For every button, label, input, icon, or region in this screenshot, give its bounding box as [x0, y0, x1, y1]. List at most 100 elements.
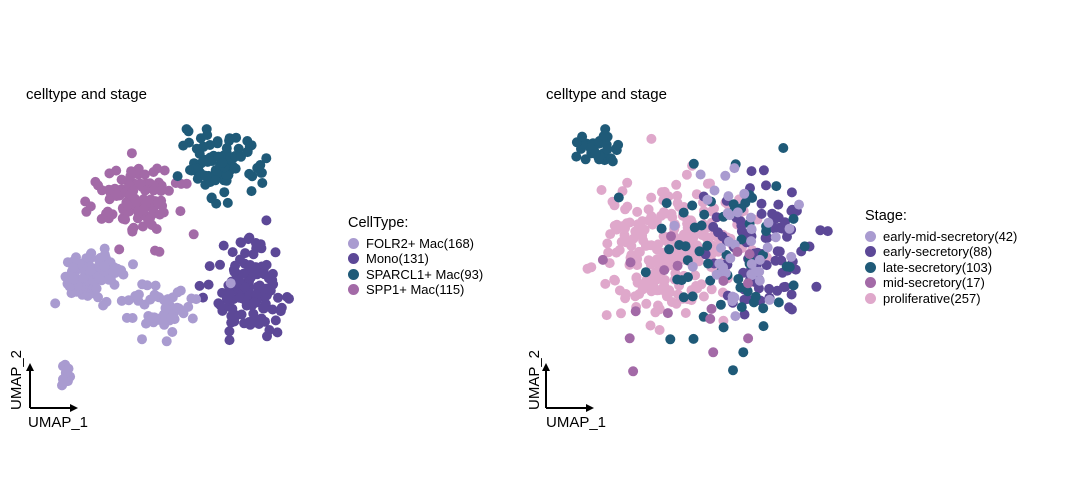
- legend-title: Stage:: [865, 208, 907, 224]
- data-point: [729, 163, 740, 174]
- data-point: [815, 225, 826, 236]
- data-point: [786, 289, 797, 300]
- data-point: [111, 165, 122, 176]
- data-point: [120, 214, 131, 225]
- data-point: [222, 293, 233, 304]
- data-point: [758, 321, 769, 332]
- data-point: [90, 176, 101, 187]
- legend-swatch: [348, 284, 359, 296]
- data-point: [773, 297, 784, 308]
- data-point: [156, 186, 166, 196]
- data-point: [669, 220, 680, 231]
- data-point: [672, 260, 683, 271]
- legend-item: Mono(131): [348, 251, 483, 267]
- data-point: [754, 254, 765, 265]
- data-point: [764, 294, 775, 305]
- data-point: [261, 259, 272, 270]
- data-point: [716, 243, 726, 253]
- data-point: [822, 226, 833, 237]
- legend-item: SPP1+ Mac(115): [348, 282, 483, 298]
- data-point: [656, 223, 667, 234]
- data-point: [772, 246, 783, 257]
- data-point: [747, 192, 758, 203]
- data-point: [154, 246, 165, 257]
- data-point: [733, 274, 744, 284]
- legend-item: FOLR2+ Mac(168): [348, 236, 483, 252]
- data-point: [706, 284, 717, 295]
- data-point: [198, 141, 209, 152]
- data-point: [103, 274, 114, 285]
- data-point: [607, 156, 618, 167]
- data-point: [50, 298, 61, 309]
- data-point: [773, 199, 784, 210]
- data-point: [761, 260, 772, 271]
- data-point: [235, 237, 246, 248]
- data-point: [780, 281, 791, 292]
- data-point: [198, 156, 209, 167]
- data-point: [702, 240, 713, 251]
- points-group: [571, 124, 833, 377]
- data-point: [152, 197, 163, 208]
- data-point: [683, 272, 693, 283]
- data-point: [243, 234, 254, 245]
- legend-item: proliferative(257): [865, 291, 1017, 307]
- data-point: [763, 217, 774, 228]
- data-point: [215, 300, 226, 311]
- data-point: [227, 247, 238, 258]
- data-point: [202, 130, 213, 140]
- data-point: [167, 327, 178, 337]
- data-point: [116, 174, 127, 185]
- data-point: [671, 179, 682, 190]
- data-point: [138, 204, 149, 215]
- data-point: [745, 212, 756, 223]
- axis-arrows: [26, 363, 78, 412]
- data-point: [600, 278, 611, 289]
- data-point: [639, 278, 650, 289]
- data-point: [159, 295, 170, 306]
- data-point: [252, 269, 263, 280]
- data-point: [718, 275, 729, 286]
- data-point: [746, 269, 757, 280]
- data-point: [163, 185, 174, 196]
- data-point: [672, 190, 683, 201]
- data-point: [794, 199, 804, 210]
- data-point: [659, 275, 670, 285]
- data-point: [634, 247, 645, 257]
- legend-item: early-secretory(88): [865, 244, 1017, 260]
- data-point: [114, 244, 125, 255]
- data-point: [654, 325, 665, 335]
- data-point: [725, 253, 736, 264]
- data-point: [175, 206, 186, 217]
- data-point: [160, 303, 171, 313]
- data-point: [91, 283, 102, 294]
- data-point: [761, 180, 771, 191]
- data-point: [215, 259, 225, 270]
- data-point: [255, 160, 266, 170]
- data-point: [784, 262, 795, 272]
- y-axis-label: UMAP_2: [526, 349, 543, 410]
- data-point: [687, 291, 698, 302]
- data-point: [705, 313, 716, 324]
- data-point: [718, 262, 729, 273]
- umap-plot-celltype: [26, 124, 294, 412]
- data-point: [628, 366, 639, 377]
- data-point: [770, 232, 781, 243]
- data-point: [678, 207, 689, 218]
- data-point: [706, 303, 717, 314]
- legend-celltype: CellType: FOLR2+ Mac(168) Mono(131) SPARCL…: [348, 215, 483, 298]
- data-point: [58, 378, 69, 389]
- data-point: [161, 336, 172, 347]
- data-point: [758, 303, 769, 314]
- data-point: [222, 197, 233, 208]
- data-point: [630, 306, 641, 317]
- data-point: [645, 320, 656, 331]
- data-point: [784, 223, 795, 234]
- data-point: [244, 168, 255, 179]
- data-point: [246, 186, 257, 197]
- data-point: [147, 312, 158, 323]
- data-point: [746, 224, 757, 235]
- data-point: [263, 273, 274, 284]
- data-point: [250, 238, 261, 248]
- data-point: [762, 242, 773, 253]
- data-point: [653, 300, 663, 311]
